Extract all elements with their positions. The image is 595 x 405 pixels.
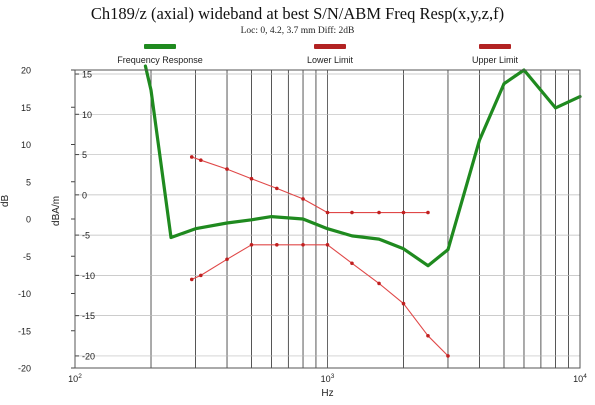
left-y-tick-label: -10 — [18, 289, 31, 299]
y-tick-label: 15 — [82, 70, 92, 80]
legend-label: Upper Limit — [472, 55, 519, 65]
plot-frame — [74, 69, 581, 369]
data-point — [199, 158, 203, 163]
data-point — [325, 242, 330, 247]
y-tick-label: 0 — [82, 190, 87, 200]
y-tick-label: -20 — [82, 351, 95, 361]
data-point — [350, 261, 354, 266]
chart-subtitle: Loc: 0, 4.2, 3.7 mm Diff: 2dB — [240, 26, 355, 36]
y-tick-label: -5 — [82, 231, 90, 241]
x-axis-label: Hz — [321, 388, 333, 399]
data-point — [350, 210, 354, 215]
left-y-tick-label: -5 — [23, 252, 31, 262]
data-point — [275, 186, 279, 191]
left-y-tick-label: -15 — [18, 326, 31, 336]
left-axis-label: dB — [0, 195, 11, 208]
x-tick-label: 104 — [573, 373, 587, 384]
legend-swatch — [144, 44, 176, 49]
series-line-lower-limit — [191, 244, 449, 357]
data-point — [377, 210, 381, 215]
legend-label: Frequency Response — [117, 55, 203, 65]
left-y-tick-label: 15 — [21, 103, 31, 113]
plot-series — [143, 64, 582, 358]
data-point — [325, 210, 330, 215]
data-point — [301, 197, 305, 201]
y-axis-label: dBA/m — [51, 196, 62, 226]
left-y-tick-label: 5 — [26, 177, 31, 187]
y-tick-label: -10 — [82, 271, 95, 281]
y-tick-label: 5 — [82, 150, 87, 160]
axes: -20 -15 -10 -5 0 5 10 15 -20 -15 -10 -5 0 5 10 15 20 102 1… — [18, 66, 587, 385]
left-y-tick-label: 0 — [26, 215, 31, 225]
data-point — [426, 333, 430, 338]
y-tick-label: 10 — [82, 110, 92, 120]
x-tick-label: 102 — [68, 373, 82, 384]
data-point — [401, 301, 406, 306]
data-point — [301, 242, 305, 247]
legend-swatch — [479, 44, 511, 49]
data-point — [189, 155, 194, 159]
data-point — [199, 273, 203, 278]
chart-title: Ch189/z (axial) wideband at best S/N/ABM… — [90, 4, 505, 23]
data-point — [249, 242, 254, 247]
left-y-tick-label: -20 — [18, 364, 31, 374]
left-y-tick-label: 20 — [21, 66, 31, 76]
legend-label: Lower Limit — [307, 55, 354, 65]
legend-swatch — [314, 44, 346, 49]
data-point — [225, 167, 229, 171]
data-point — [225, 257, 229, 262]
series-line-frequency-response — [143, 64, 582, 268]
data-point — [249, 176, 254, 181]
x-tick-label: 103 — [321, 373, 335, 384]
y-tick-label: -15 — [82, 311, 95, 321]
data-point — [426, 210, 430, 215]
left-y-tick-label: 10 — [21, 140, 31, 150]
data-point — [275, 242, 279, 247]
data-point — [446, 354, 450, 358]
grid — [75, 70, 580, 368]
data-point — [377, 281, 381, 286]
data-point — [401, 210, 406, 215]
legend: Frequency Response Lower Limit Upper Limit — [117, 44, 519, 65]
data-point — [189, 277, 194, 282]
